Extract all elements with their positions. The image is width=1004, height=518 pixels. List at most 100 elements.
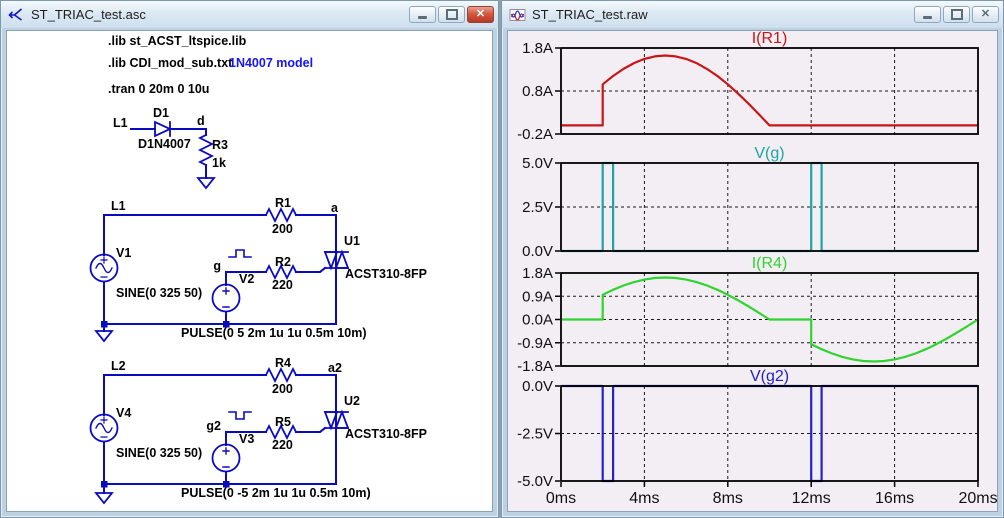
value-R5: 220 xyxy=(272,438,293,452)
triac-U2 xyxy=(318,409,350,434)
restore-button[interactable] xyxy=(943,6,970,23)
ref-R4: R4 xyxy=(275,356,291,370)
value-R4: 200 xyxy=(272,382,293,396)
ref-R5: R5 xyxy=(275,415,291,429)
x-tick-label: 0ms xyxy=(546,490,576,507)
ref-U1: U1 xyxy=(344,234,360,248)
y-tick-label: 5.0V xyxy=(522,155,553,172)
waveform-titlebar[interactable]: ST_TRIAC_test.raw ✕ xyxy=(502,1,1003,28)
waveform-plots: I(R1) 1.8A 0.8A -0.2A V(g) 5.0V 2.5V 0.0V I(R4) 1… xyxy=(517,30,997,507)
pane-border xyxy=(560,162,979,252)
schematic-canvas[interactable]: .lib st_ACST_ltspice.lib .lib CDI_mod_su… xyxy=(6,30,493,512)
node-d: d xyxy=(197,114,205,128)
ref-V2: V2 xyxy=(239,272,254,286)
diode-symbol xyxy=(154,120,173,138)
junction-dots xyxy=(101,321,230,488)
model-D1: D1N4007 xyxy=(138,137,191,151)
node-a: a xyxy=(331,201,339,215)
triac-U1 xyxy=(318,249,350,274)
schematic-window: ST_TRIAC_test.asc ✕ xyxy=(0,0,499,518)
trace-I(R4) xyxy=(561,276,979,363)
trace-I(R1) xyxy=(561,54,978,127)
y-tick-label: 0.8A xyxy=(522,83,553,100)
value-V4: SINE(0 325 50) xyxy=(116,446,202,460)
ltspice-waveform-icon xyxy=(509,8,526,21)
directive-lib2: .lib CDI_mod_sub.txt xyxy=(108,56,233,70)
y-tick-label: 1.8A xyxy=(522,265,553,282)
resistor-R3 xyxy=(197,133,215,167)
wire xyxy=(103,214,337,332)
x-tick-label: 12ms xyxy=(792,490,831,507)
node-a2: a2 xyxy=(328,361,342,375)
net-L1: L1 xyxy=(111,199,126,213)
ref-V3: V3 xyxy=(239,432,254,446)
net-L2: L2 xyxy=(111,359,126,373)
ref-R2: R2 xyxy=(275,255,291,269)
pane-title: V(g2) xyxy=(750,368,789,385)
directive-lib1: .lib st_ACST_ltspice.lib xyxy=(108,34,247,48)
value-V2-pulse: PULSE(0 5 2m 1u 1u 0.5m 10m) xyxy=(181,326,367,340)
voltage-source-V3 xyxy=(211,443,241,473)
plot-pane-I(R1): I(R1) 1.8A 0.8A -0.2A xyxy=(517,30,979,143)
node-g2: g2 xyxy=(206,419,221,433)
minimize-button[interactable] xyxy=(409,6,436,23)
ltspice-schematic-icon xyxy=(8,7,23,21)
resistor-R5 xyxy=(264,423,298,441)
value-R1: 200 xyxy=(272,222,293,236)
waveform-window: ST_TRIAC_test.raw ✕ I(R1) 1.8A 0.8A -0.2A V(… xyxy=(501,0,1004,518)
node-g: g xyxy=(213,259,221,273)
close-button[interactable]: ✕ xyxy=(467,6,494,23)
ground-icon xyxy=(94,492,114,505)
waveform-canvas[interactable]: I(R1) 1.8A 0.8A -0.2A V(g) 5.0V 2.5V 0.0V I(R4) 1… xyxy=(507,30,998,512)
pane-border xyxy=(560,272,979,367)
x-tick-label: 16ms xyxy=(875,490,914,507)
y-tick-label: 0.9A xyxy=(522,288,553,305)
y-tick-label: 0.0V xyxy=(522,243,553,260)
wire xyxy=(130,128,207,179)
y-tick-label: -0.2A xyxy=(517,126,553,143)
value-V3-pulse: PULSE(0 -5 2m 1u 1u 0.5m 10m) xyxy=(181,486,371,500)
x-tick-label: 4ms xyxy=(629,490,659,507)
pane-border xyxy=(560,47,979,135)
y-tick-label: 0.0A xyxy=(522,312,553,329)
model-U1: ACST310-8FP xyxy=(345,267,427,281)
y-tick-label: -0.9A xyxy=(517,335,553,352)
schematic-titlebar[interactable]: ST_TRIAC_test.asc ✕ xyxy=(1,1,498,28)
ref-R1: R1 xyxy=(275,196,291,210)
model-U2: ACST310-8FP xyxy=(345,427,427,441)
y-tick-label: -5.0V xyxy=(517,473,553,490)
pane-border xyxy=(560,385,979,482)
ground-icon xyxy=(94,330,114,343)
comment-1n4007: 1N4007 model xyxy=(229,56,313,70)
pulse-positive-icon xyxy=(228,249,252,258)
voltage-source-V1 xyxy=(89,253,119,283)
restore-button[interactable] xyxy=(438,6,465,23)
net-label: L1 xyxy=(113,116,128,130)
schematic-drawing: .lib st_ACST_ltspice.lib .lib CDI_mod_su… xyxy=(89,34,427,505)
y-tick-label: -2.5V xyxy=(517,426,553,443)
ref-V4: V4 xyxy=(116,406,131,420)
resistor-R2 xyxy=(264,263,298,281)
pane-title: V(g) xyxy=(754,145,784,162)
value-R3: 1k xyxy=(212,156,226,170)
y-tick-label: 0.0V xyxy=(522,378,553,395)
pane-title: I(R4) xyxy=(752,255,788,272)
waveform-window-title: ST_TRIAC_test.raw xyxy=(532,7,648,22)
minimize-button[interactable] xyxy=(914,6,941,23)
directive-tran: .tran 0 20m 0 10u xyxy=(108,82,209,96)
x-tick-label: 20ms xyxy=(958,490,997,507)
ref-V1: V1 xyxy=(116,246,131,260)
pulse-negative-icon xyxy=(228,411,252,420)
ref-D1: D1 xyxy=(153,106,169,120)
y-tick-label: 1.8A xyxy=(522,40,553,57)
voltage-source-V2 xyxy=(211,283,241,313)
schematic-window-title: ST_TRIAC_test.asc xyxy=(31,7,146,22)
y-tick-label: -1.8A xyxy=(517,358,553,375)
resistor-R4 xyxy=(264,366,298,384)
close-button[interactable]: ✕ xyxy=(972,6,999,23)
ref-R3: R3 xyxy=(212,138,228,152)
x-tick-label: 8ms xyxy=(713,490,743,507)
resistor-R1 xyxy=(264,206,298,224)
pane-title: I(R1) xyxy=(752,31,788,47)
